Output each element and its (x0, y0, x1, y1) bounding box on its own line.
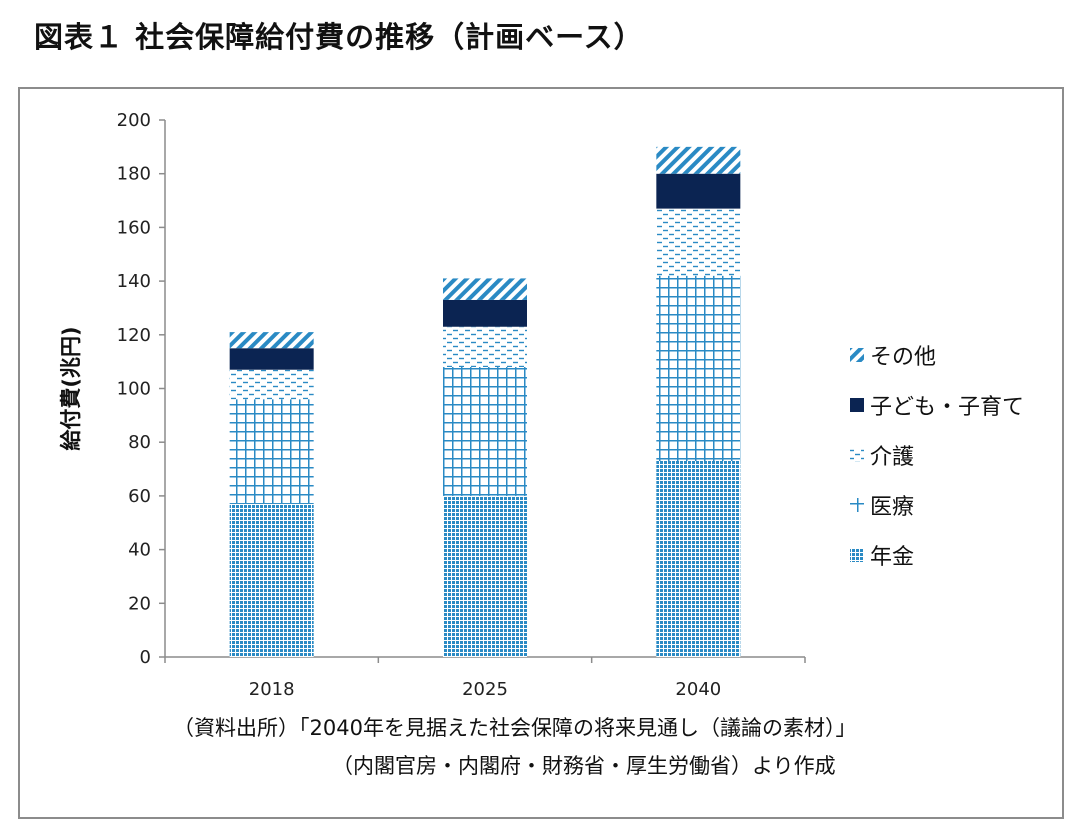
legend-label-その他: その他 (870, 345, 936, 370)
y-axis-title: 給付費(兆円) (59, 326, 83, 450)
bar-segment-2018-医療 (229, 399, 314, 504)
bar-segment-2025-年金 (443, 495, 527, 657)
bar-segment-2025-子ども・子育て (443, 299, 527, 327)
chart-frame: 0 20 40 60 80 100 120 140 160 180 200 2018 2025 2040 … (18, 87, 1064, 819)
legend-label-医療: 医療 (870, 495, 914, 520)
x-tick-label: 2025 (462, 679, 508, 700)
y-tick-label: 200 (117, 110, 151, 131)
legend-label-年金: 年金 (870, 545, 914, 570)
bar-segment-2018-その他 (229, 332, 314, 349)
bar-segment-2040-医療 (656, 275, 741, 461)
y-tick-label: 0 (140, 647, 151, 668)
bar-segment-2040-子ども・子育て (656, 173, 741, 209)
source-line-1: （資料出所）「2040年を見据えた社会保障の将来見通し（議論の素材）」 (173, 716, 856, 740)
bar-segment-2040-介護 (656, 208, 741, 276)
bar-segment-2040-年金 (656, 460, 741, 657)
legend-swatch-医療 (850, 498, 864, 512)
y-tick-label: 60 (128, 486, 151, 507)
y-tick-label: 20 (128, 593, 151, 614)
bar-segment-2040-その他 (656, 146, 741, 174)
x-tick-label: 2018 (249, 679, 295, 700)
bar-segment-2018-年金 (229, 503, 314, 657)
bar-segment-2018-子ども・子育て (229, 348, 314, 370)
figure-title: 図表１ 社会保障給付費の推移（計画ベース） (34, 20, 644, 54)
legend-swatch-介護 (850, 448, 864, 462)
y-tick-label: 140 (117, 271, 151, 292)
y-tick-label: 180 (117, 164, 151, 185)
bars (229, 146, 741, 657)
bar-segment-2018-介護 (229, 369, 314, 400)
y-tick-label: 160 (117, 217, 151, 238)
bar-segment-2025-介護 (443, 326, 527, 368)
y-tick-label: 40 (128, 540, 151, 561)
legend-swatch-年金 (850, 548, 864, 562)
y-tick-label: 100 (117, 379, 151, 400)
legend-swatch-その他 (850, 348, 864, 362)
legend-label-子ども・子育て: 子ども・子育て (870, 395, 1024, 420)
bar-segment-2025-その他 (443, 278, 527, 300)
x-tick-label: 2040 (675, 679, 721, 700)
source-line-2: （内閣官房・内閣府・財務省・厚生労働省）より作成 (332, 754, 836, 778)
legend-swatch-子ども・子育て (850, 398, 864, 412)
y-tick-label: 120 (117, 325, 151, 346)
bar-segment-2025-医療 (443, 367, 527, 496)
y-tick-label: 80 (128, 432, 151, 453)
legend-label-介護: 介護 (870, 445, 914, 470)
